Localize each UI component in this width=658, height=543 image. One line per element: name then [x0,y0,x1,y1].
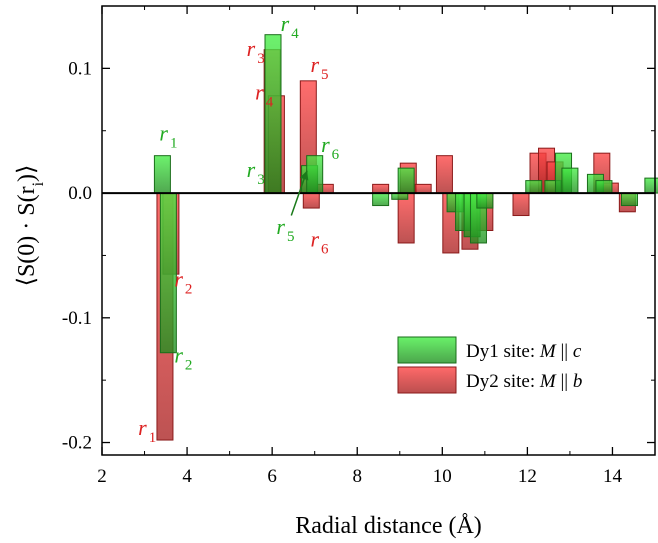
annotation-base: r [138,415,147,440]
x-tick-label: 10 [433,466,452,487]
y-tick-label: -0.2 [62,433,92,454]
annotation-subscript: 6 [321,242,329,258]
x-tick-label: 8 [352,466,362,487]
annotation-base: r [247,157,256,182]
plot-frame [101,5,656,456]
annotation-subscript: 1 [170,136,178,152]
legend-label-rel: || [556,371,573,392]
y-axis-title-main: ⟨S(0) · S(r [14,186,40,286]
dy2-bar-10 [414,183,432,194]
annotation-layer: r 1r 2r 2r 1r 3r 4r 3r 4r 5r 6r 5 r 6 [138,11,339,446]
y-tick-label: -0.1 [62,308,92,329]
y-tick-label: 0.1 [68,58,92,79]
y-axis-title-end: )⟩ [14,165,40,182]
legend-swatch-2 [397,366,457,394]
legend-label-axis: c [573,341,582,362]
x-tick-label: 14 [603,466,623,487]
dy1-bar-2 [264,34,282,194]
legend-label-main: Dy2 site: [466,371,540,392]
x-tick-label: 2 [97,466,107,487]
legend-label-main: Dy1 site: [466,341,540,362]
annotation-base: r [310,227,319,252]
x-axis-title: Radial distance (Å) [295,513,482,539]
legend-label-axis: b [573,371,583,392]
annotation-base: r [174,267,183,292]
dy2-bar-8 [397,192,415,244]
dy2-bar-11 [435,155,453,194]
r5-arrow [290,170,309,216]
dy1-bar-19 [620,192,638,207]
annotation-base: r [159,121,168,146]
y-tick-label: 0.0 [68,183,92,204]
dy2-bar-5 [302,192,320,209]
annotation-subscript: 2 [185,282,193,298]
annotation-subscript: 4 [291,26,299,42]
legend-label-m: M [539,371,557,392]
annotation-subscript: 4 [266,95,274,111]
dy1-bar-0 [153,155,171,194]
dy2-bar-15 [512,192,530,217]
x-tick-label: 6 [267,466,277,487]
legend-label-m: M [539,341,557,362]
annotation-base: r [276,214,285,239]
x-tick-label: 12 [518,466,537,487]
dy1-bar-5 [372,192,390,207]
bars-layer [153,34,658,441]
legend-swatch-1 [397,336,457,364]
dy1-bar-7 [397,167,415,194]
legend-label-2: Dy2 site: M || b [466,371,582,392]
dy1-bar-18 [595,180,613,194]
annotation-base: r [247,36,256,61]
x-tick-label: 4 [182,466,192,487]
annotation-subscript: 1 [149,430,157,446]
annotation-base: r [174,343,183,368]
legend: Dy1 site: M || c Dy2 site: M || b [397,336,582,394]
legend-label-rel: || [556,341,573,362]
annotation-subscript: 2 [185,358,193,374]
y-axis-title: ⟨S(0) · S(ri)⟩ [14,165,47,287]
annotation-base: r [321,132,330,157]
dy1-bar-12 [476,192,494,209]
annotation-subscript: 3 [257,172,265,188]
dy1-bar-20 [644,177,658,194]
legend-label-1: Dy1 site: M || c [466,341,582,362]
dy1-bar-13 [525,180,543,194]
annotation-base: r [281,11,290,36]
annotation-base: r [255,80,264,105]
dy2-bar-7 [372,183,390,194]
dy1-bar-4 [306,155,324,194]
annotation-base: r [310,52,319,77]
dy1-bar-16 [561,167,579,194]
annotation-subscript: 5 [321,67,329,83]
annotation-subscript: 3 [257,51,265,67]
annotation-subscript: 6 [332,147,340,163]
y-axis-title-sub: i [30,181,47,186]
annotation-subscript: 5 [287,229,295,245]
